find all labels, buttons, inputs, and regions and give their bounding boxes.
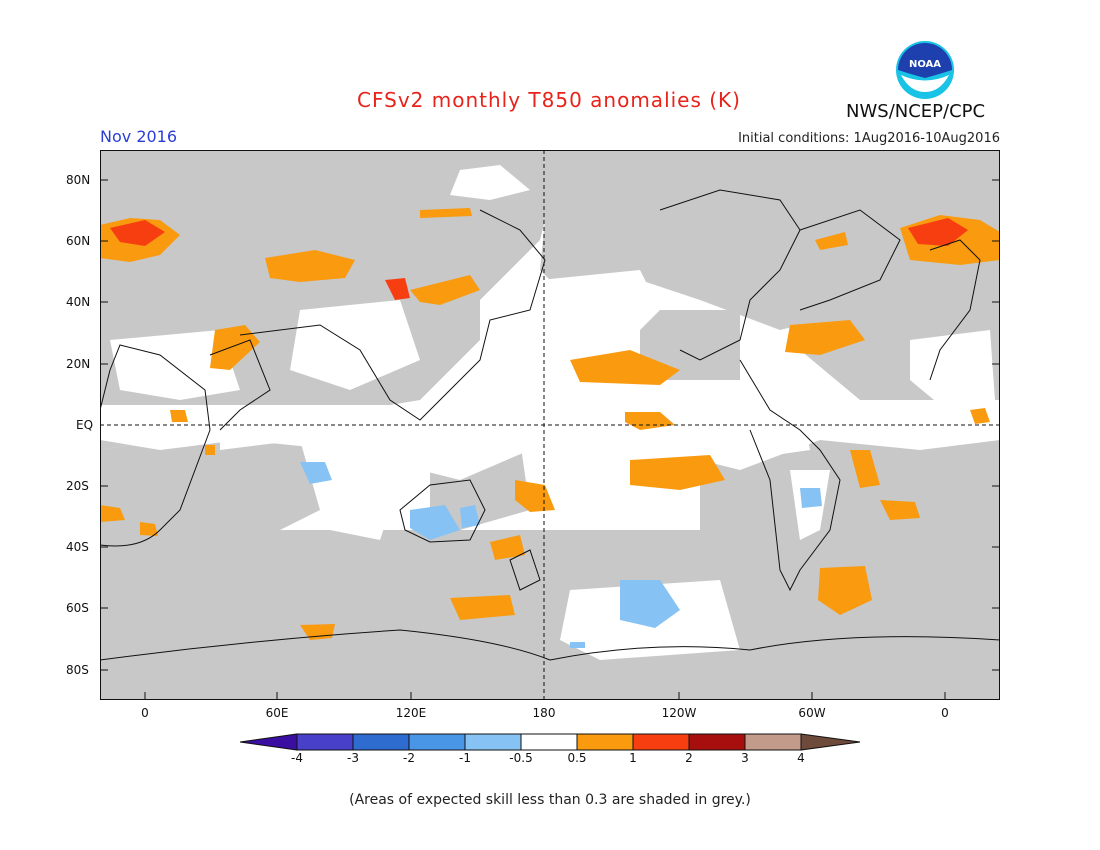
lon-label-120w: 120W xyxy=(661,706,697,720)
colorbar-label: -2 xyxy=(403,751,415,765)
lat-label-20s: 20S xyxy=(66,479,89,493)
agency-label: NWS/NCEP/CPC xyxy=(846,101,986,122)
lat-label-80s: 80S xyxy=(66,663,89,677)
colorbar-bin xyxy=(576,733,634,751)
colorbar-label: 2 xyxy=(685,751,693,765)
lon-label-120e: 120E xyxy=(395,706,427,720)
lon-label-0: 0 xyxy=(141,706,149,720)
anomaly-map xyxy=(100,150,1000,700)
noaa-logo-text: NOAA xyxy=(909,59,941,70)
cool-anomaly-shading xyxy=(300,462,822,648)
lon-label-60e: 60E xyxy=(265,706,289,720)
lon-label-60w: 60W xyxy=(798,706,826,720)
map-ticks xyxy=(100,179,1000,700)
lon-label-180: 180 xyxy=(532,706,556,720)
colorbar-bin xyxy=(520,733,578,751)
colorbar-label: -0.5 xyxy=(509,751,533,765)
colorbar-bin xyxy=(744,733,802,751)
colorbar-bin xyxy=(632,733,690,751)
colorbar-label: -1 xyxy=(459,751,471,765)
lat-label-40s: 40S xyxy=(66,540,89,554)
noaa-logo-icon: NOAA xyxy=(896,41,954,99)
low-skill-shading xyxy=(100,150,1000,700)
valid-period-label: Nov 2016 xyxy=(100,127,178,146)
skill-footnote: (Areas of expected skill less than 0.3 a… xyxy=(349,792,751,808)
lat-label-40n: 40N xyxy=(66,295,91,309)
colorbar-bin xyxy=(688,733,746,751)
colorbar-bin xyxy=(352,733,410,751)
colorbar-bin xyxy=(464,733,522,751)
colorbar-label: 1 xyxy=(629,751,637,765)
colorbar-low-arrow xyxy=(240,733,298,751)
map-title: CFSv2 monthly T850 anomalies (K) xyxy=(357,88,741,112)
colorbar-label: 0.5 xyxy=(567,751,587,765)
colorbar-bin xyxy=(296,733,354,751)
lat-label-60s: 60S xyxy=(66,601,89,615)
lat-label-60n: 60N xyxy=(66,234,91,248)
lat-label-80n: 80N xyxy=(66,173,91,187)
colorbar-label: 4 xyxy=(797,751,805,765)
coastlines xyxy=(100,189,1000,661)
colorbar xyxy=(240,733,861,751)
colorbar-high-arrow xyxy=(800,733,861,751)
colorbar-bin xyxy=(408,733,466,751)
lat-label-20n: 20N xyxy=(66,357,91,371)
lat-label-eq: EQ xyxy=(76,418,94,432)
strong-warm-anomaly-shading xyxy=(110,218,968,300)
colorbar-label: -3 xyxy=(347,751,359,765)
lon-label-0-east: 0 xyxy=(941,706,949,720)
colorbar-label: -4 xyxy=(291,751,303,765)
colorbar-label: 3 xyxy=(741,751,749,765)
initial-conditions-label: Initial conditions: 1Aug2016-10Aug2016 xyxy=(738,131,1000,146)
